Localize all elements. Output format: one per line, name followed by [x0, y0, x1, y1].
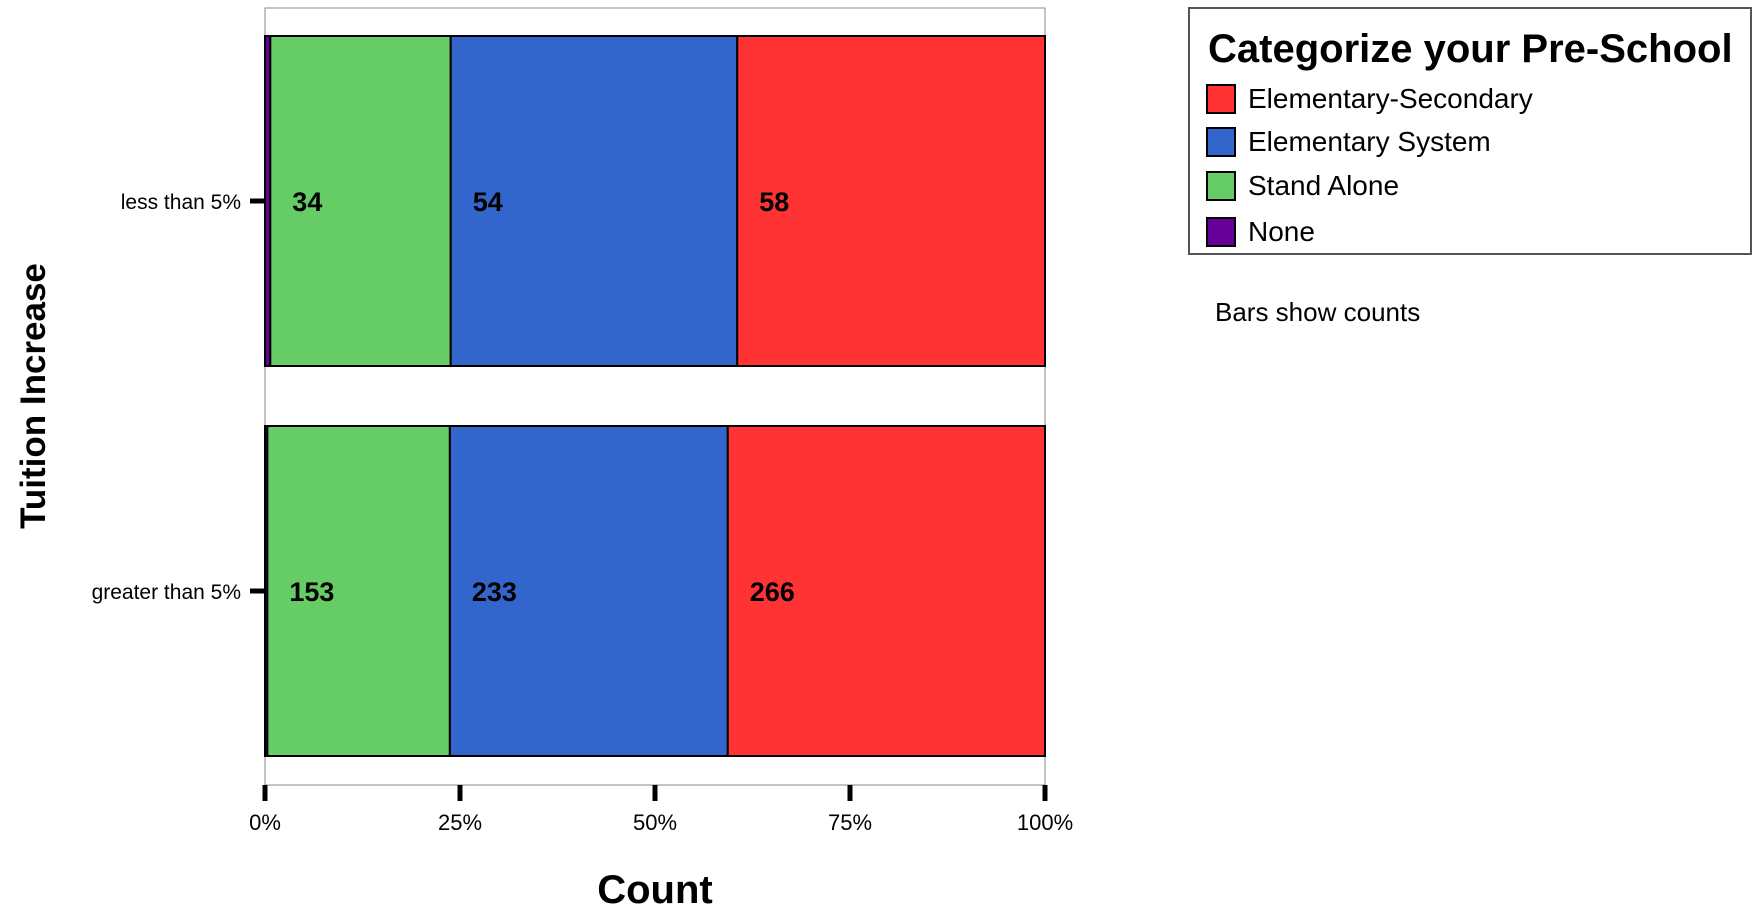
bar-segment — [449, 35, 739, 367]
legend-title: Categorize your Pre-School — [1208, 27, 1733, 71]
legend-item-elementary-system: Elementary System — [1206, 125, 1491, 159]
legend-swatch — [1206, 217, 1236, 247]
y-tick-label: greater than 5% — [92, 581, 241, 604]
legend-swatch — [1206, 127, 1236, 157]
legend-swatch — [1206, 84, 1236, 114]
data-label: 153 — [289, 577, 334, 607]
x-tick-label: 100% — [1017, 810, 1073, 835]
legend-item-stand-alone: Stand Alone — [1206, 169, 1399, 203]
data-label: 58 — [759, 187, 789, 217]
legend-item-elementary-secondary: Elementary-Secondary — [1206, 82, 1533, 116]
y-axis-title: Tuition Increase — [14, 263, 53, 529]
x-tick-label: 0% — [249, 810, 281, 835]
legend-label: None — [1248, 216, 1315, 247]
legend-swatch — [1206, 171, 1236, 201]
legend-label: Stand Alone — [1248, 170, 1400, 201]
data-label: 266 — [750, 577, 795, 607]
data-label: 34 — [292, 187, 322, 217]
y-tick-label: less than 5% — [121, 191, 241, 214]
data-label: 54 — [473, 187, 503, 217]
bar-segment — [736, 35, 1046, 367]
chart-note: Bars show counts — [1215, 297, 1421, 327]
bar-segment — [269, 35, 452, 367]
bar-segment — [448, 425, 729, 757]
x-tick-label: 25% — [438, 810, 482, 835]
x-axis-title: Count — [597, 868, 713, 909]
data-label: 233 — [472, 577, 517, 607]
legend-label: Elementary System — [1248, 126, 1491, 157]
legend-label: Elementary-Secondary — [1248, 83, 1533, 114]
x-tick-label: 50% — [633, 810, 677, 835]
legend: Categorize your Pre-School Elementary-Se… — [1188, 7, 1752, 255]
legend-item-none: None — [1206, 215, 1315, 249]
bar-segment — [266, 425, 451, 757]
x-tick-label: 75% — [828, 810, 872, 835]
bar-segment — [726, 425, 1047, 757]
